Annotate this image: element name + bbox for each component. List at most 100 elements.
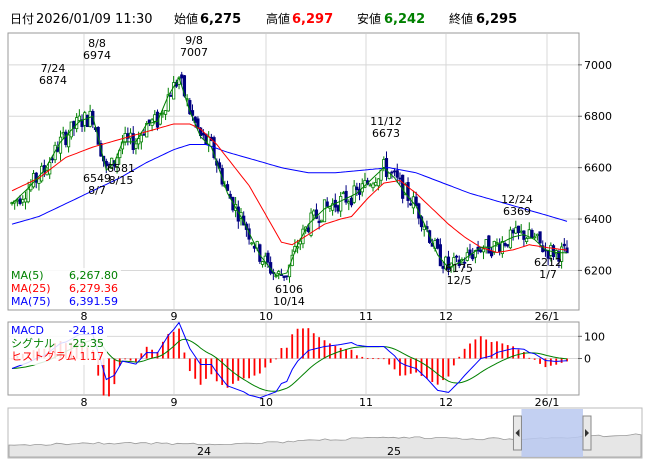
close-label: 終値 bbox=[449, 11, 473, 26]
macd-hist-bar bbox=[404, 358, 407, 376]
macd-hist-bar bbox=[232, 358, 234, 384]
candle-body bbox=[479, 249, 483, 253]
macd-hist-bar bbox=[156, 351, 159, 359]
macd-hist-bar bbox=[102, 358, 105, 396]
macd-hist-bar bbox=[458, 356, 461, 359]
low-label: 安値 bbox=[357, 11, 381, 26]
candle-body bbox=[169, 95, 173, 97]
macd-hist-bar bbox=[285, 347, 288, 359]
macd-hist-bar bbox=[113, 358, 116, 385]
candle-body bbox=[50, 158, 55, 161]
macd-hist-bar bbox=[194, 358, 197, 379]
candle-body bbox=[401, 174, 405, 199]
price-x-axis: 8 9 10 11 12 26/1 bbox=[81, 310, 560, 323]
macd-hist-bar bbox=[366, 358, 369, 359]
candle-body bbox=[560, 246, 564, 262]
macd-hist-bar bbox=[522, 351, 525, 359]
ohlc-header: 日付 2026/01/09 11:30 始値 6,275 高値 6,297 安値… bbox=[10, 11, 517, 27]
price-annotation-label: 7/24 bbox=[41, 62, 66, 75]
macd-hist-bar bbox=[264, 358, 267, 368]
candle-body bbox=[48, 161, 52, 175]
macd-legend-label: MACD bbox=[11, 324, 44, 337]
price-x-tick-label: 26/1 bbox=[535, 310, 560, 323]
price-x-tick-label: 8 bbox=[81, 310, 88, 323]
macd-hist-bar bbox=[350, 349, 353, 359]
candle-body bbox=[172, 82, 176, 100]
candle-body bbox=[77, 115, 81, 121]
candle-body bbox=[524, 238, 529, 242]
candle-body bbox=[341, 192, 345, 195]
candle-body bbox=[438, 244, 442, 267]
macd-hist-bar bbox=[566, 358, 568, 362]
macd-hist-bar bbox=[253, 358, 256, 376]
macd-hist-bar bbox=[307, 328, 310, 359]
candle-body bbox=[166, 94, 170, 112]
candle-body bbox=[395, 170, 399, 178]
price-legend-label: MA(25) bbox=[11, 282, 51, 295]
candle-body bbox=[511, 229, 515, 234]
macd-legend-label: ヒストグラム bbox=[11, 349, 77, 363]
macd-hist-bar bbox=[447, 358, 450, 377]
macd-hist-bar bbox=[178, 328, 180, 359]
candle-body bbox=[142, 133, 146, 136]
macd-hist-bar bbox=[512, 346, 515, 359]
macd-hist-bar bbox=[108, 358, 110, 397]
macd-hist-bar bbox=[345, 348, 347, 359]
candle-body bbox=[242, 215, 246, 226]
macd-x-tick-label: 10 bbox=[259, 396, 273, 409]
macd-hist-bar bbox=[323, 340, 326, 359]
macd-legend-label: シグナル bbox=[11, 336, 55, 350]
candle-body bbox=[161, 112, 165, 115]
ma5-line bbox=[11, 76, 568, 277]
candle-body bbox=[390, 171, 394, 174]
macd-hist-bar bbox=[205, 358, 207, 379]
price-annotation-label: 8/7 bbox=[88, 184, 106, 197]
macd-hist-bar bbox=[118, 358, 121, 366]
macd-hist-bar bbox=[393, 358, 396, 370]
candle-body bbox=[58, 136, 63, 154]
candle-body bbox=[64, 131, 68, 146]
price-y-tick-label: 6600 bbox=[584, 162, 612, 175]
macd-hist-bar bbox=[388, 358, 391, 365]
macd-hist-bar bbox=[258, 358, 261, 374]
low-value: 6,242 bbox=[384, 12, 425, 27]
candle-body bbox=[225, 184, 230, 191]
macd-hist-bar bbox=[172, 331, 175, 359]
range-navigator[interactable]: 24 25 bbox=[8, 409, 642, 458]
high-value: 6,297 bbox=[292, 12, 333, 27]
price-annotation-label: 6106 bbox=[275, 283, 303, 296]
macd-hist-bar bbox=[296, 328, 299, 359]
candle-body bbox=[484, 239, 488, 248]
macd-hist-bar bbox=[452, 358, 455, 366]
price-x-tick-label: 9 bbox=[171, 310, 178, 323]
macd-hist-bar bbox=[409, 358, 412, 374]
macd-hist-bar bbox=[426, 358, 428, 379]
macd-hist-bar bbox=[129, 358, 132, 361]
candle-body bbox=[368, 184, 372, 187]
macd-hist-bar bbox=[339, 347, 342, 359]
macd-hist-bar bbox=[135, 358, 137, 362]
macd-hist-bar bbox=[415, 358, 418, 373]
macd-hist-bar bbox=[161, 341, 164, 359]
open-value: 6,275 bbox=[200, 12, 241, 27]
macd-hist-bar bbox=[442, 358, 444, 381]
price-y-tick-label: 6400 bbox=[584, 213, 612, 226]
price-annotation-label: 9/8 bbox=[185, 34, 203, 47]
price-x-tick-label: 10 bbox=[259, 310, 273, 323]
moving-average-lines bbox=[11, 76, 568, 277]
macd-hist-bar bbox=[329, 343, 331, 359]
price-annotation-label: 11/12 bbox=[370, 115, 402, 128]
candle-body bbox=[473, 250, 477, 258]
candle-body bbox=[322, 199, 327, 223]
candle-body bbox=[344, 190, 348, 203]
price-annotation-label: 6874 bbox=[39, 74, 67, 87]
candle-body bbox=[247, 228, 251, 240]
price-annotation-label: 10/14 bbox=[273, 295, 305, 308]
navigator-selected-range bbox=[521, 409, 583, 457]
macd-x-tick-label: 12 bbox=[439, 396, 453, 409]
candle-body bbox=[500, 240, 504, 255]
candle-body bbox=[201, 132, 205, 136]
candle-body bbox=[285, 275, 289, 278]
navigator-range-label: 25 bbox=[387, 445, 401, 458]
